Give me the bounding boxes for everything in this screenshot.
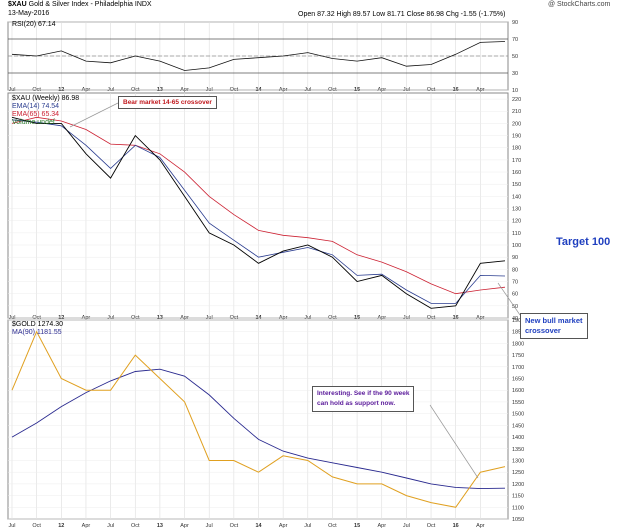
xaxis-label-gold: Apr: [377, 523, 386, 529]
gold-tick-label: 1650: [512, 377, 524, 383]
gold-legend: $GOLD 1274.30 MA(90) 1181.55: [12, 321, 63, 337]
xau-tick-label: 150: [512, 182, 521, 188]
xau-tick-label: 80: [512, 267, 518, 273]
gold-tick-label: 1100: [512, 505, 524, 511]
header-date: 13-May-2016: [8, 10, 50, 17]
xaxis-label-gold: Apr: [82, 523, 91, 529]
xau-legend-volume: Volume undef: [12, 119, 55, 126]
gold-tick-label: 1700: [512, 365, 524, 371]
xaxis-label-gold: Oct: [32, 523, 41, 529]
gold-legend-ma90: MA(90) 1181.55: [12, 329, 62, 336]
gold-support-annotation: Interesting. See if the 90 week can hold…: [312, 386, 415, 412]
bull-arrow: [497, 282, 521, 316]
rsi-line: [11, 41, 506, 71]
xaxis-label-gold: Apr: [279, 523, 288, 529]
gold-tick-label: 1300: [512, 458, 524, 464]
gold-tick-label: 1550: [512, 400, 524, 406]
xaxis-label-gold: 13: [157, 523, 163, 529]
xau-tick-label: 210: [512, 109, 521, 115]
xaxis-label-gold: Oct: [427, 523, 436, 529]
gold-tick-label: 1250: [512, 470, 524, 476]
xau-tick-label: 40: [512, 316, 518, 322]
rsi-legend-text: RSI(20) 67.14: [12, 21, 56, 28]
bull-market-annotation: New bull market crossover: [520, 313, 588, 339]
xaxis-label-gold: Jul: [403, 523, 410, 529]
xau-tick-label: 180: [512, 146, 521, 152]
bull-annotation-line2: crossover: [525, 326, 561, 335]
gold-tick-label: 1350: [512, 447, 524, 453]
gold-annotation-line1: Interesting. See if the 90 week: [317, 390, 410, 397]
xau-tick-label: 100: [512, 243, 521, 249]
gold-tick-label: 1850: [512, 330, 524, 336]
xau-tick-label: 50: [512, 304, 518, 310]
xau-legend: $XAU (Weekly) 86.98 EMA(14) 74.54 EMA(65…: [12, 95, 79, 127]
stockcharts-watermark: @ StockCharts.com: [548, 1, 611, 8]
header-title: $XAU Gold & Silver Index - Philadelphia …: [8, 1, 152, 8]
gold-tick-label: 1050: [512, 517, 524, 523]
bull-annotation-line1: New bull market: [525, 316, 583, 325]
gold-tick-label: 1900: [512, 318, 524, 324]
gold-tick-label: 1600: [512, 388, 524, 394]
rsi-tick-label: 90: [512, 20, 518, 26]
gold-tick-label: 1450: [512, 423, 524, 429]
xau-tick-label: 160: [512, 170, 521, 176]
xau-tick-label: 70: [512, 280, 518, 286]
gold-annotation-line2: can hold as support now.: [317, 400, 396, 407]
xau-tick-label: 200: [512, 121, 521, 127]
gold-tick-label: 1400: [512, 435, 524, 441]
gold-support-arrow: [429, 404, 479, 479]
rsi-tick-label: 10: [512, 88, 518, 94]
gold-ma90-line: [11, 368, 506, 490]
xau-tick-label: 140: [512, 194, 521, 200]
xau-tick-label: 130: [512, 207, 521, 213]
xau-tick-label: 120: [512, 219, 521, 225]
header-ohlc: Open 87.32 High 89.57 Low 81.71 Close 86…: [298, 11, 506, 18]
xau-tick-label: 190: [512, 134, 521, 140]
panel-gold: [7, 319, 509, 520]
rsi-tick-label: 70: [512, 37, 518, 43]
xaxis-label-gold: 12: [58, 523, 64, 529]
xau-price-line: [11, 116, 506, 309]
xaxis-label-gold: 16: [453, 523, 459, 529]
xaxis-label-gold: Jul: [8, 523, 15, 529]
xaxis-label-gold: Jul: [107, 523, 114, 529]
xau-ema14-line: [11, 119, 506, 304]
xaxis-label-gold: Apr: [476, 523, 485, 529]
rsi-tick-label: 30: [512, 71, 518, 77]
xaxis-label-gold: 14: [255, 523, 262, 529]
rsi-tick-label: 50: [512, 54, 518, 60]
xau-tick-label: 170: [512, 158, 521, 164]
bear-arrow: [69, 102, 119, 128]
xaxis-label-gold: Oct: [328, 523, 337, 529]
gold-tick-label: 1800: [512, 341, 524, 347]
xau-tick-label: 110: [512, 231, 521, 237]
gold-tick-label: 1200: [512, 482, 524, 488]
rsi-legend: RSI(20) 67.14: [12, 21, 56, 28]
gold-price-line: [11, 330, 506, 508]
gold-tick-label: 1500: [512, 412, 524, 418]
xau-ema65-line: [11, 116, 506, 295]
gold-legend-price: $GOLD 1274.30: [12, 321, 63, 328]
target-label: Target 100: [556, 236, 611, 248]
gold-tick-label: 1750: [512, 353, 524, 359]
xau-tick-label: 90: [512, 255, 518, 261]
xaxis-label-gold: Apr: [180, 523, 189, 529]
xaxis-label-gold: Oct: [230, 523, 239, 529]
xau-legend-ema14: EMA(14) 74.54: [12, 103, 60, 110]
xaxis-label-gold: Jul: [206, 523, 213, 529]
gold-tick-label: 1150: [512, 494, 524, 500]
xau-legend-price: $XAU (Weekly) 86.98: [12, 95, 80, 102]
xaxis-label-gold: Jul: [304, 523, 311, 529]
xau-tick-label: 60: [512, 292, 518, 298]
xau-tick-label: 220: [512, 97, 521, 103]
bear-market-annotation: Bear market 14-65 crossover: [118, 96, 217, 109]
xaxis-label-gold: Oct: [131, 523, 140, 529]
xau-legend-ema65: EMA(65) 65.34: [12, 111, 60, 118]
xaxis-label-gold: 15: [354, 523, 360, 529]
